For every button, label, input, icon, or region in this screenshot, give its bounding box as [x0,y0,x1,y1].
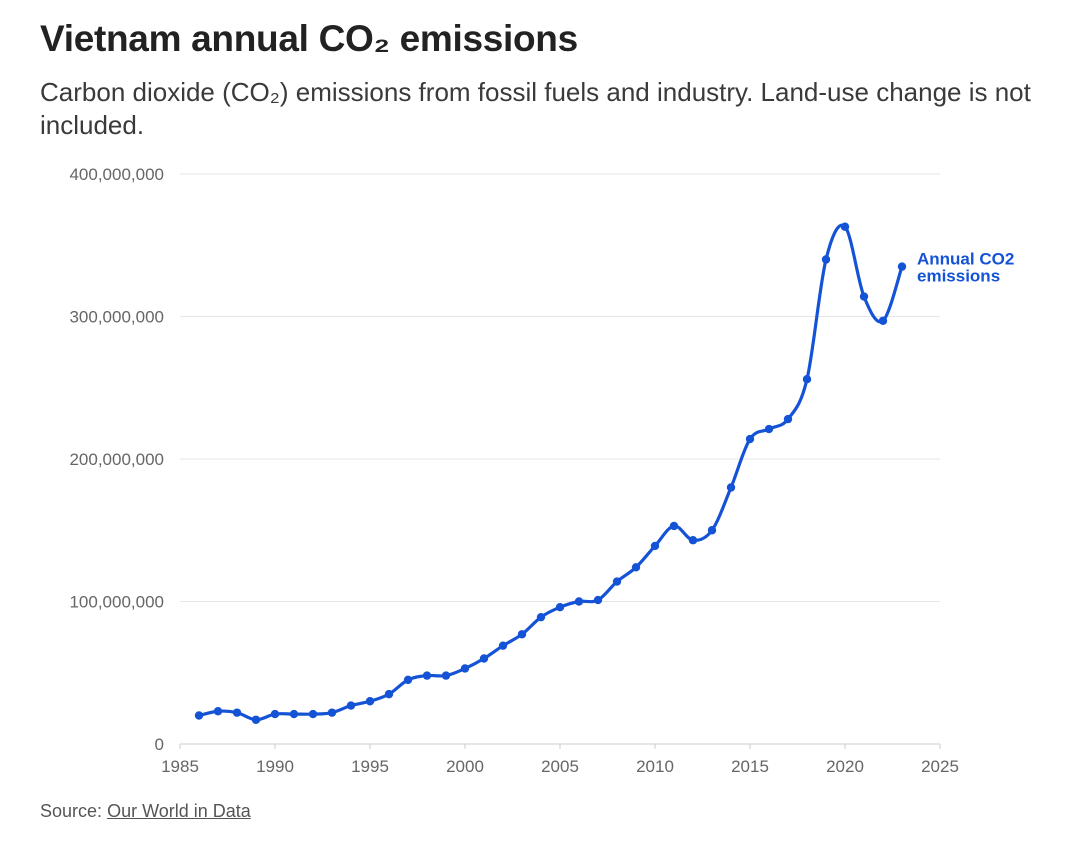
source-prefix: Source: [40,801,103,821]
series-label: Annual CO2 emissions [917,250,1014,286]
data-point [460,664,470,673]
data-point [707,526,717,535]
data-point [878,316,888,325]
data-point [498,641,508,650]
data-point [327,708,337,717]
data-point [859,292,869,301]
series-line [197,223,904,722]
data-point [802,375,812,384]
data-point [650,541,660,551]
x-tick-label: 2000 [446,757,484,776]
series-label-text: Annual CO2 emissions [917,250,1014,286]
y-tick-label: 300,000,000 [69,308,164,327]
data-point [479,654,489,663]
data-point [365,697,375,706]
data-point [517,630,527,639]
chart-title: Vietnam annual CO₂ emissions [40,18,578,59]
x-tick-label: 2025 [921,757,959,776]
data-point [688,536,698,545]
data-point [422,671,432,680]
x-axis-tick-labels: 1985 1990 1995 2000 2005 2010 2015 2020 2025 [161,757,959,776]
source-link[interactable]: Our World in Data [107,801,251,821]
data-point [821,255,831,264]
data-point [745,434,755,444]
data-point [213,707,223,716]
data-point [897,262,907,271]
data-point [669,521,679,531]
y-tick-label: 400,000,000 [69,165,164,184]
grid-lines [180,173,940,602]
x-tick-label: 2005 [541,757,579,776]
x-tick-label: 2020 [826,757,864,776]
data-point [289,709,299,719]
data-point [764,424,774,434]
data-point [783,414,793,424]
chart-subtitle: Carbon dioxide (CO₂) emissions from foss… [40,77,1031,140]
series-label-line: Annual CO2 [917,250,1014,269]
y-tick-label: 100,000,000 [69,593,164,612]
data-point [574,597,584,606]
data-point [441,671,451,680]
data-point [536,612,546,622]
x-tick-label: 1990 [256,757,294,776]
x-tick-label: 2010 [636,757,674,776]
data-point [346,701,356,710]
data-point [840,222,850,231]
data-point [384,689,394,699]
y-axis-tick-labels: 0 100,000,000 200,000,000 300,000,000 400,00… [69,165,164,754]
data-point [251,715,261,724]
data-point [726,483,736,492]
x-axis [179,743,941,749]
data-point [232,708,242,717]
y-tick-label: 0 [155,735,164,754]
data-point [308,709,318,719]
data-point [194,711,204,720]
x-tick-label: 1995 [351,757,389,776]
data-point [593,595,603,605]
series-annual-co2 [194,222,907,724]
data-point [612,577,622,586]
x-tick-label: 2015 [731,757,769,776]
data-point [270,709,280,719]
data-point [403,675,413,685]
source-note: Source: Our World in Data [40,801,251,822]
x-tick-label: 1985 [161,757,199,776]
data-point [555,603,565,612]
data-point [631,563,641,572]
series-label-line: emissions [917,267,1000,286]
y-tick-label: 200,000,000 [69,450,164,469]
